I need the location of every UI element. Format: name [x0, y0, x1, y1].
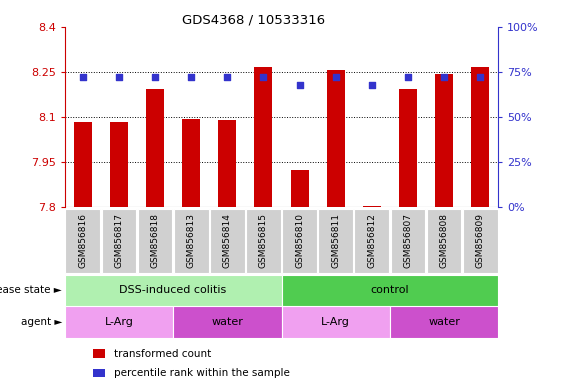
Bar — [246, 209, 281, 273]
Point — [223, 74, 232, 81]
Bar — [435, 73, 453, 207]
Bar — [463, 209, 498, 273]
Bar — [65, 306, 173, 338]
Text: control: control — [370, 285, 409, 296]
Text: GSM856815: GSM856815 — [259, 214, 268, 268]
Text: DSS-induced colitis: DSS-induced colitis — [119, 285, 227, 296]
Text: GSM856807: GSM856807 — [404, 214, 413, 268]
Bar — [391, 209, 425, 273]
Bar — [146, 89, 164, 207]
Point — [476, 73, 485, 79]
Bar — [291, 170, 309, 207]
Text: GSM856812: GSM856812 — [367, 214, 376, 268]
Bar — [282, 306, 390, 338]
Bar — [282, 275, 498, 306]
Text: percentile rank within the sample: percentile rank within the sample — [114, 368, 289, 378]
Point — [331, 73, 340, 79]
Bar — [327, 71, 345, 207]
Point — [295, 81, 304, 88]
Bar — [173, 306, 282, 338]
Bar — [390, 306, 498, 338]
Text: GSM856810: GSM856810 — [295, 214, 304, 268]
Text: GSM856809: GSM856809 — [476, 214, 485, 268]
Bar — [174, 209, 208, 273]
Bar — [210, 209, 245, 273]
Bar — [74, 122, 92, 207]
Bar — [101, 209, 136, 273]
Text: GSM856808: GSM856808 — [440, 214, 449, 268]
Text: agent ►: agent ► — [21, 317, 62, 328]
Bar — [282, 209, 317, 273]
Bar — [110, 122, 128, 207]
Text: GSM856813: GSM856813 — [187, 214, 196, 268]
Bar — [65, 275, 282, 306]
Bar — [363, 206, 381, 207]
Text: GSM856814: GSM856814 — [223, 214, 232, 268]
Bar — [218, 120, 236, 207]
Text: L-Arg: L-Arg — [105, 317, 133, 328]
Bar — [182, 119, 200, 207]
Text: GSM856816: GSM856816 — [78, 214, 87, 268]
Point — [150, 73, 159, 79]
Bar — [65, 209, 100, 273]
Text: transformed count: transformed count — [114, 349, 211, 359]
Point — [367, 81, 376, 88]
Bar — [254, 68, 272, 207]
Text: GSM856811: GSM856811 — [331, 214, 340, 268]
Point — [187, 74, 196, 81]
Text: L-Arg: L-Arg — [321, 317, 350, 328]
Text: water: water — [428, 317, 460, 328]
Bar — [355, 209, 389, 273]
Text: disease state ►: disease state ► — [0, 285, 62, 296]
Text: GSM856817: GSM856817 — [114, 214, 123, 268]
Bar — [471, 68, 489, 207]
Point — [114, 74, 123, 81]
Point — [259, 73, 268, 79]
Bar — [318, 209, 353, 273]
Text: water: water — [211, 317, 243, 328]
Text: GDS4368 / 10533316: GDS4368 / 10533316 — [182, 13, 325, 26]
Point — [404, 74, 413, 81]
Bar — [399, 89, 417, 207]
Bar — [427, 209, 462, 273]
Text: GSM856818: GSM856818 — [150, 214, 159, 268]
Point — [440, 73, 449, 79]
Bar — [138, 209, 172, 273]
Point — [78, 74, 87, 81]
